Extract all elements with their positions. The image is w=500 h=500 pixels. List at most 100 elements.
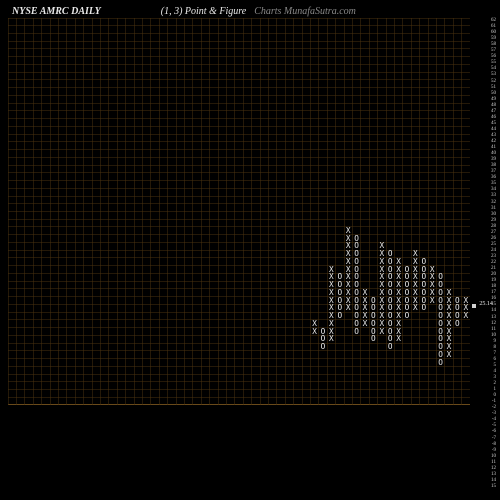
- y-axis: 6261605958575655545352515049484746454443…: [472, 18, 498, 490]
- point-figure-plot: XXOOOXXXXXXXXXXOOOOOOXXXXXXXXXXXOOOOOOOO…: [8, 18, 470, 404]
- chart-subtitle: (1, 3) Point & Figure: [161, 6, 246, 17]
- pnf-o-cell: O: [386, 289, 394, 297]
- pnf-o-cell: O: [336, 273, 344, 281]
- y-tick-label: 47: [491, 109, 496, 114]
- pnf-x-cell: X: [445, 328, 453, 336]
- y-tick-label: -8: [492, 442, 496, 447]
- y-tick-label: 8: [494, 345, 497, 350]
- y-tick-label: 55: [491, 60, 496, 65]
- y-tick-label: 10: [491, 333, 496, 338]
- chart-title: NYSE AMRC DAILY: [12, 6, 101, 17]
- pnf-x-cell: X: [378, 250, 386, 258]
- y-tick-label: 0: [494, 393, 497, 398]
- y-tick-label: 44: [491, 127, 496, 132]
- pnf-x-cell: X: [411, 289, 419, 297]
- y-tick-label: 4: [494, 369, 497, 374]
- pnf-x-cell: X: [445, 343, 453, 351]
- y-tick-label: 14: [491, 478, 496, 483]
- y-tick-label: 51: [491, 85, 496, 90]
- y-tick-label: 11: [491, 327, 496, 332]
- y-tick-label: -3: [492, 411, 496, 416]
- pnf-o-cell: O: [369, 297, 377, 305]
- y-tick-label: 23: [491, 254, 496, 259]
- pnf-o-cell: O: [352, 266, 360, 274]
- pnf-o-cell: O: [352, 281, 360, 289]
- pnf-o-cell: O: [386, 304, 394, 312]
- pnf-x-cell: X: [445, 289, 453, 297]
- pnf-x-cell: X: [378, 266, 386, 274]
- pnf-x-cell: X: [344, 273, 352, 281]
- pnf-x-cell: X: [428, 273, 436, 281]
- pnf-o-cell: O: [352, 242, 360, 250]
- pnf-x-cell: X: [327, 266, 335, 274]
- y-tick-label: 46: [491, 115, 496, 120]
- pnf-x-cell: X: [411, 304, 419, 312]
- pnf-x-cell: X: [361, 320, 369, 328]
- y-tick-label: 25: [491, 242, 496, 247]
- y-tick-label: 42: [491, 139, 496, 144]
- pnf-o-cell: O: [336, 304, 344, 312]
- pnf-o-cell: O: [386, 266, 394, 274]
- y-tick-label: 2: [494, 381, 497, 386]
- y-tick-label: 28: [491, 224, 496, 229]
- pnf-x-cell: X: [394, 281, 402, 289]
- pnf-x-cell: X: [411, 258, 419, 266]
- y-tick-label: -6: [492, 429, 496, 434]
- y-tick-label: 54: [491, 66, 496, 71]
- pnf-o-cell: O: [386, 297, 394, 305]
- y-tick-label: 39: [491, 157, 496, 162]
- pnf-x-cell: X: [378, 281, 386, 289]
- y-tick-label: 57: [491, 48, 496, 53]
- pnf-o-cell: O: [420, 297, 428, 305]
- y-tick-label: 20: [491, 272, 496, 277]
- pnf-o-cell: O: [386, 328, 394, 336]
- y-tick-label: 15: [491, 302, 496, 307]
- pnf-o-cell: O: [386, 250, 394, 258]
- pnf-x-cell: X: [445, 304, 453, 312]
- pnf-x-cell: X: [394, 320, 402, 328]
- y-tick-label: 21: [491, 266, 496, 271]
- y-tick-label: 26: [491, 236, 496, 241]
- pnf-o-cell: O: [436, 273, 444, 281]
- pnf-o-cell: O: [436, 297, 444, 305]
- pnf-x-cell: X: [428, 266, 436, 274]
- pnf-x-cell: X: [411, 273, 419, 281]
- pnf-x-cell: X: [361, 304, 369, 312]
- pnf-x-cell: X: [445, 335, 453, 343]
- y-tick-label: 35: [491, 181, 496, 186]
- pnf-o-cell: O: [386, 335, 394, 343]
- y-tick-label: 40: [491, 151, 496, 156]
- pnf-o-cell: O: [420, 266, 428, 274]
- pnf-o-cell: O: [436, 312, 444, 320]
- pnf-x-cell: X: [344, 297, 352, 305]
- pnf-o-cell: O: [352, 304, 360, 312]
- pnf-o-cell: O: [420, 258, 428, 266]
- pnf-x-cell: X: [445, 312, 453, 320]
- pnf-o-cell: O: [336, 312, 344, 320]
- y-tick-label: -7: [492, 436, 496, 441]
- pnf-x-cell: X: [327, 335, 335, 343]
- pnf-x-cell: X: [378, 258, 386, 266]
- chart-source: Charts MunafaSutra.com: [254, 6, 356, 17]
- y-tick-label: 48: [491, 103, 496, 108]
- pnf-o-cell: O: [436, 281, 444, 289]
- y-tick-label: 33: [491, 193, 496, 198]
- pnf-x-cell: X: [445, 351, 453, 359]
- pnf-x-cell: X: [378, 304, 386, 312]
- y-tick-label: 17: [491, 290, 496, 295]
- pnf-x-cell: X: [411, 250, 419, 258]
- y-tick-label: 53: [491, 72, 496, 77]
- y-tick-label: 15: [491, 484, 496, 489]
- pnf-x-cell: X: [411, 281, 419, 289]
- pnf-o-cell: O: [369, 312, 377, 320]
- pnf-o-cell: O: [420, 289, 428, 297]
- pnf-o-cell: O: [403, 304, 411, 312]
- pnf-x-cell: X: [378, 320, 386, 328]
- pnf-x-cell: X: [378, 328, 386, 336]
- pnf-x-cell: X: [411, 297, 419, 305]
- pnf-x-cell: X: [394, 266, 402, 274]
- pnf-o-cell: O: [453, 320, 461, 328]
- y-tick-label: 5: [494, 363, 497, 368]
- pnf-x-cell: X: [428, 289, 436, 297]
- y-tick-label: 9: [494, 339, 497, 344]
